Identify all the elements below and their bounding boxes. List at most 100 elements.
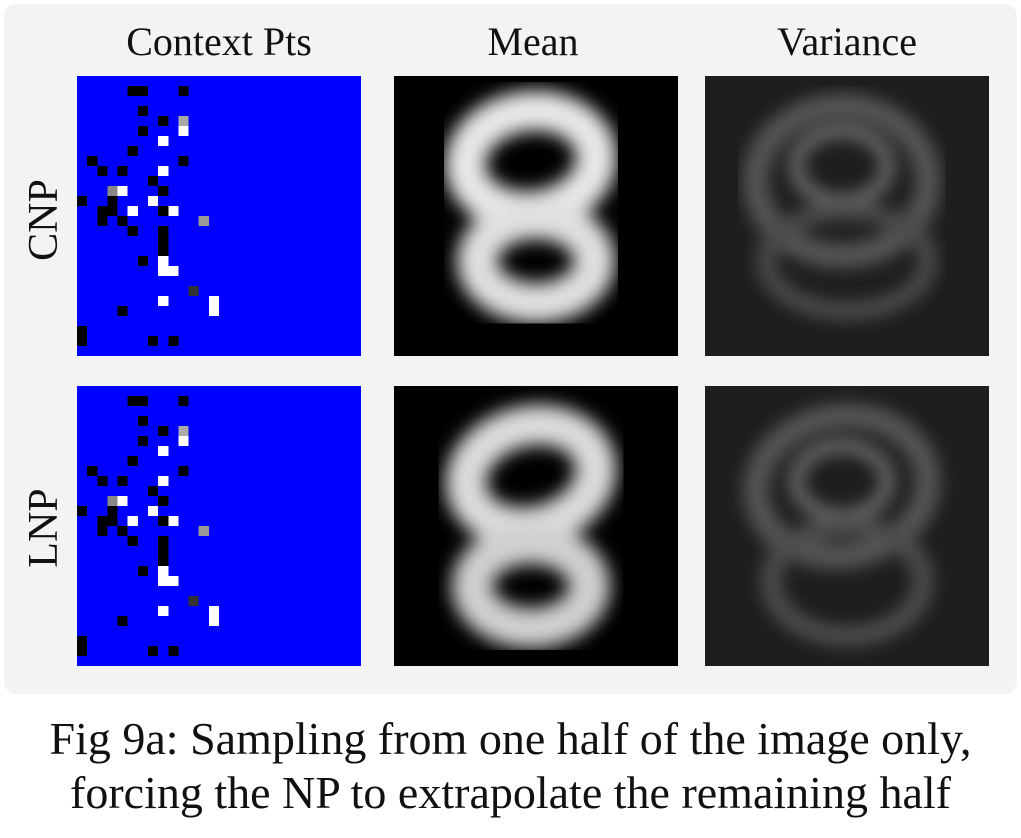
column-title-context: Context Pts [126,19,312,64]
context-pixel [148,336,159,346]
figure-caption: Fig 9a: Sampling from one half of the im… [0,712,1021,820]
context-pixel [168,266,179,276]
caption-line-2: forcing the NP to extrapolate the remain… [70,767,951,818]
context-pixel [107,496,118,506]
context-pixel [158,536,169,546]
caption-line-1: Fig 9a: Sampling from one half of the im… [49,713,972,764]
context-pixel [127,396,138,406]
context-pixel [178,466,189,476]
row-label-cnp: CNP [21,179,67,261]
context-pixel [117,496,128,506]
context-pixel [77,506,88,516]
context-pixel [127,226,138,236]
context-pixel [158,566,169,576]
context-pixel [127,456,138,466]
context-pixel [158,496,169,506]
context-pixel [168,336,179,346]
context-pixel [148,506,159,516]
context-pixel [127,146,138,156]
context-pixel [97,526,108,536]
context-pixel [117,216,128,226]
context-pixel [77,636,88,646]
context-pixel [117,186,128,196]
digit-stroke [756,202,938,320]
context-pixel [158,236,169,246]
context-pixel [168,576,179,586]
digit-stroke [743,403,941,569]
context-pixel [178,116,189,126]
digit-stroke [451,524,611,648]
context-pixel [137,396,148,406]
context-pixel [127,516,138,526]
context-pixel [87,466,98,476]
context-pixel [208,296,219,306]
context-pixel [97,476,108,486]
context-pixel [137,416,148,426]
context-pixel [158,206,169,216]
context-pixel [148,486,159,496]
context-pixel [178,156,189,166]
column-title-mean: Mean [487,19,579,64]
context-pixel [77,646,88,656]
lnp-variance-image [705,386,989,666]
context-pixel [117,306,128,316]
context-pixel [107,516,118,526]
context-pixel [107,186,118,196]
context-pixel [168,516,179,526]
context-pixel [137,256,148,266]
context-pixel [158,446,169,456]
context-pixel [158,426,169,436]
context-pixel [168,646,179,656]
context-pixel [127,536,138,546]
context-pixel [107,206,118,216]
context-pixel [158,516,169,526]
context-pixel [178,426,189,436]
context-pixel [178,86,189,96]
row-label-lnp: LNP [21,488,67,568]
lnp-mean-image [394,386,678,666]
context-pixel [117,526,128,536]
context-pixel [158,576,169,586]
cnp-context-image [77,76,361,356]
context-pixel [188,286,199,296]
column-title-variance: Variance [777,19,917,64]
context-pixel [158,116,169,126]
context-pixel [77,326,88,336]
context-pixel [137,106,148,116]
context-pixel [97,516,108,526]
context-pixel [127,206,138,216]
context-pixel [117,166,128,176]
context-pixel [158,166,169,176]
context-pixel [97,166,108,176]
context-pixel [77,336,88,346]
context-pixel [77,196,88,206]
context-pixel [208,306,219,316]
context-pixel [168,206,179,216]
context-pixel [158,296,169,306]
context-pixel [188,596,199,606]
digit-stroke [788,438,896,524]
context-pixel [148,196,159,206]
context-pixel [158,136,169,146]
context-pixel [117,476,128,486]
cnp-mean-image [394,76,678,356]
context-pixel [97,216,108,226]
context-pixel [127,86,138,96]
context-pixel [117,616,128,626]
context-pixel [137,566,148,576]
context-pixel [158,556,169,566]
context-pixel [178,436,189,446]
digit-stroke [456,199,616,323]
digit-stroke [760,516,934,646]
context-pixel [87,156,98,166]
context-pixel [158,256,169,266]
context-pixel [178,126,189,136]
context-pixel [158,226,169,236]
context-pixel [158,546,169,556]
digit-stroke [788,123,896,209]
context-pixel [97,206,108,216]
lnp-context-image [77,386,361,666]
context-pixel [137,126,148,136]
context-pixel [107,196,118,206]
context-pixel [198,526,209,536]
